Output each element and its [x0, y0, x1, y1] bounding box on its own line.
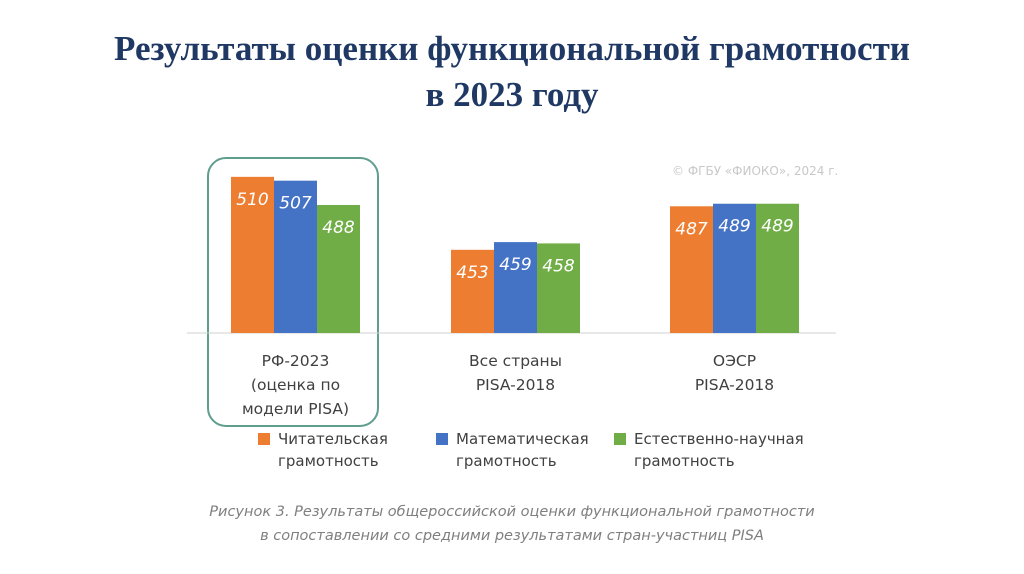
data-label-reading-0: 510 — [236, 190, 268, 210]
data-label-science-2: 489 — [761, 217, 793, 237]
data-label-math-1: 459 — [499, 255, 531, 275]
legend-item-science: Естественно-научная грамотность — [614, 428, 804, 472]
page-title-line-2: в 2023 году — [425, 75, 599, 114]
legend-swatch-math — [436, 433, 448, 445]
category-label-2-1: PISA-2018 — [695, 376, 774, 394]
legend-swatch-reading — [258, 433, 270, 445]
bar-math-1 — [494, 242, 537, 333]
bar-reading-1 — [451, 249, 494, 333]
bar-math-2 — [713, 203, 756, 333]
category-label-2-0: ОЭСР — [713, 352, 756, 370]
bar-math-0 — [274, 180, 317, 333]
legend-swatch-science — [614, 433, 626, 445]
legend-item-reading: Читательская грамотность — [258, 428, 438, 472]
category-label-0-2: модели PISA) — [242, 400, 349, 418]
data-label-reading-2: 487 — [675, 219, 708, 239]
category-label-0-0: РФ-2023 — [262, 352, 330, 370]
figure-caption: Рисунок 3. Результаты общероссийской оце… — [0, 500, 1024, 548]
legend-label-reading-1: Читательская — [278, 430, 388, 448]
bar-science-0 — [317, 205, 360, 333]
data-label-science-1: 458 — [542, 256, 575, 276]
chart-legend: Читательская грамотность Математическая … — [258, 428, 804, 472]
data-label-science-0: 488 — [322, 218, 355, 238]
data-label-reading-1: 453 — [456, 263, 488, 283]
page-title-line-1: Результаты оценки функциональной грамотн… — [114, 29, 910, 68]
figure-caption-line-2: в сопоставлении со средними результатами… — [260, 528, 764, 544]
figure-caption-line-1: Рисунок 3. Результаты общероссийской оце… — [209, 504, 815, 520]
category-label-0-1: (оценка по — [251, 376, 340, 394]
page-title: Результаты оценки функциональной грамотн… — [0, 26, 1024, 118]
bar-science-1 — [537, 243, 580, 333]
legend-label-math-1: Математическая — [456, 430, 589, 448]
legend-label-reading-2: грамотность — [278, 452, 379, 470]
copyright-note: © ФГБУ «ФИОКО», 2024 г. — [672, 164, 839, 178]
legend-label-science-1: Естественно-научная — [634, 430, 804, 448]
highlight-frame — [207, 157, 379, 427]
bar-reading-0 — [231, 176, 274, 333]
category-label-1-0: Все страны — [469, 352, 562, 370]
legend-item-math: Математическая грамотность — [436, 428, 616, 472]
category-label-1-1: PISA-2018 — [476, 376, 555, 394]
bar-reading-2 — [670, 206, 713, 333]
data-label-math-0: 507 — [279, 194, 312, 214]
legend-label-math-2: грамотность — [456, 452, 557, 470]
bar-science-2 — [756, 203, 799, 333]
data-label-math-2: 489 — [718, 217, 750, 237]
legend-label-science-2: грамотность — [634, 452, 735, 470]
